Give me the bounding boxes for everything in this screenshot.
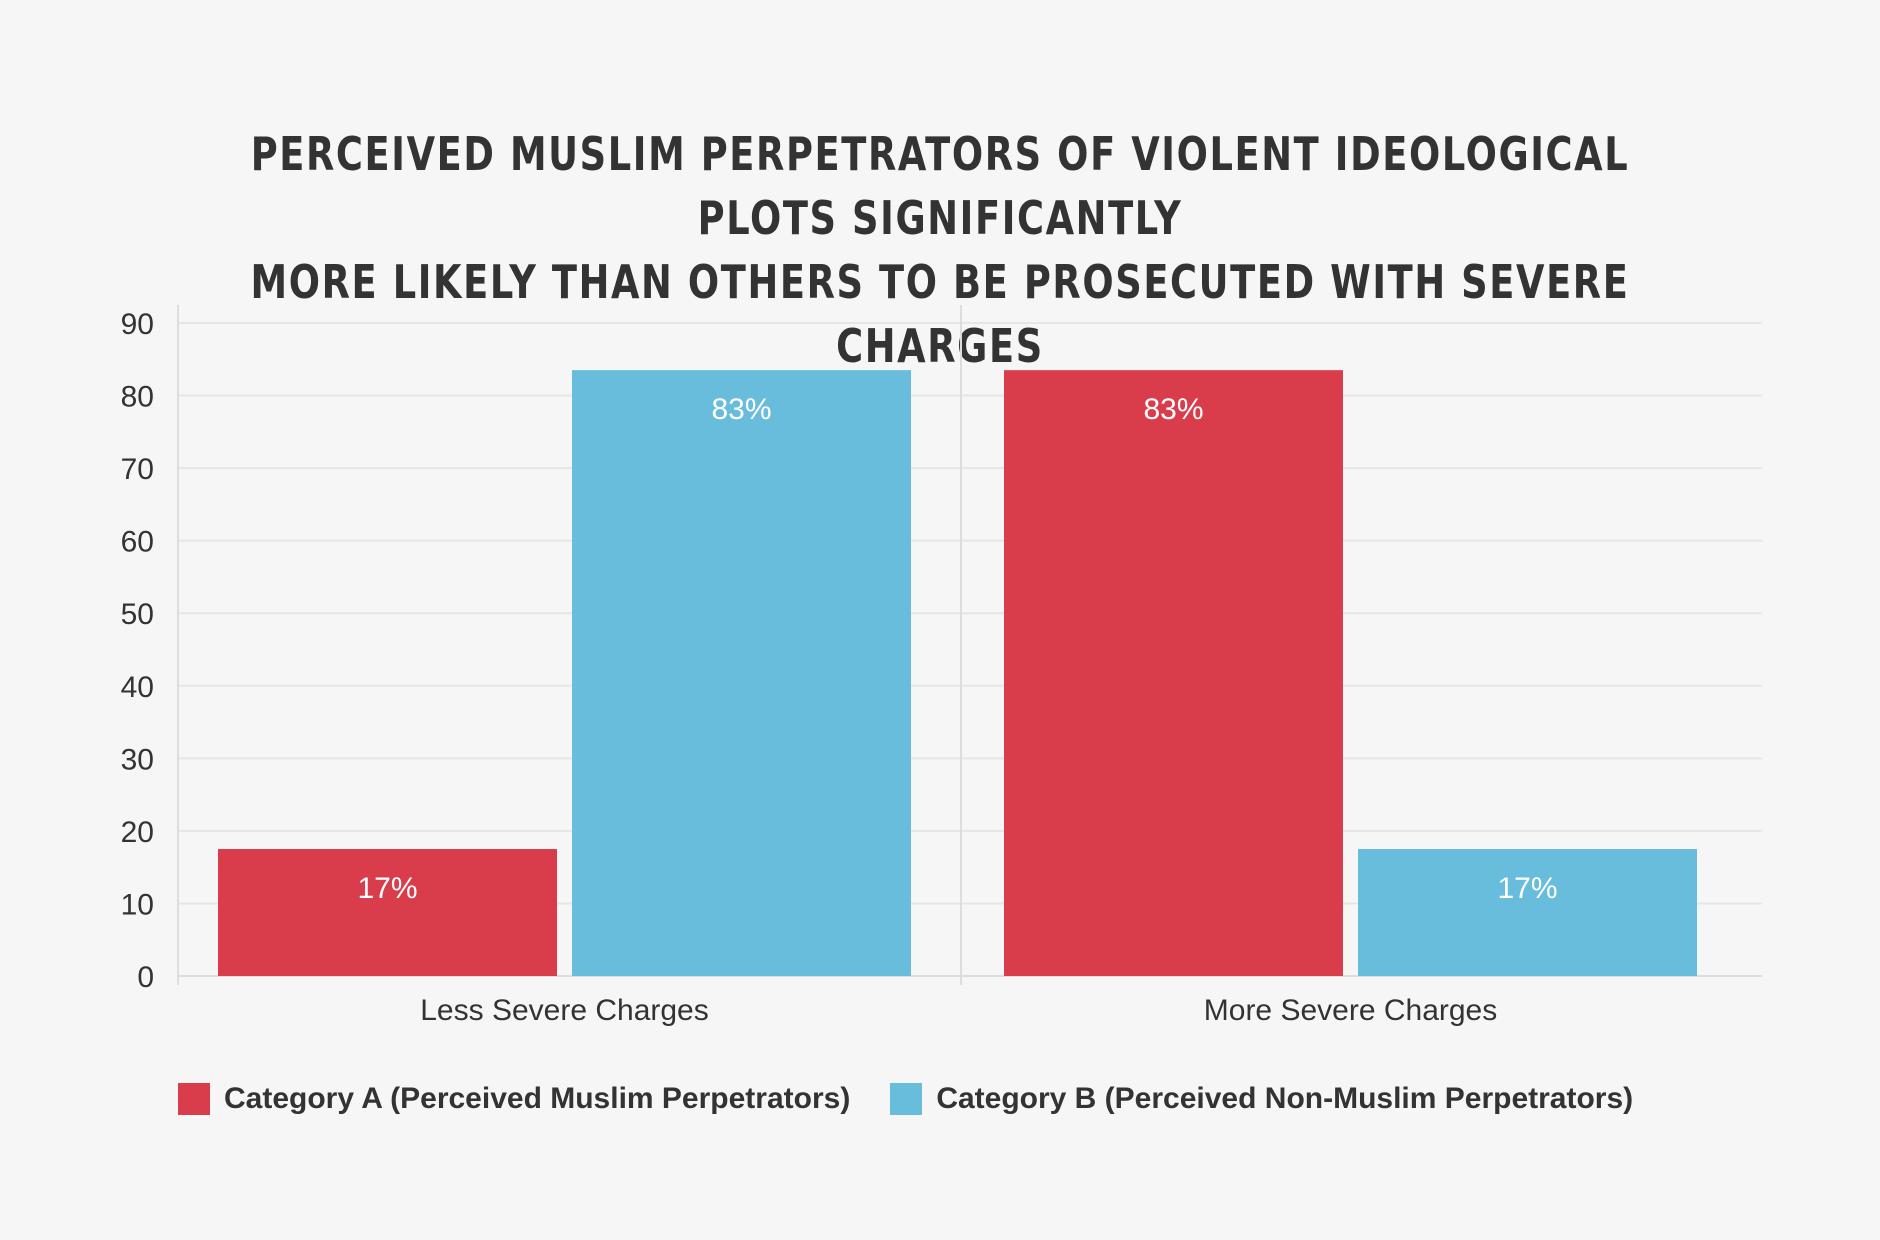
- data-label-category-a-less-severe: 17%: [357, 872, 417, 905]
- chart-title-line-1: PERCEIVED MUSLIM PERPETRATORS OF VIOLENT…: [250, 127, 1630, 245]
- y-tick-label-0: 0: [137, 961, 154, 994]
- y-tick-label-90: 90: [121, 308, 154, 341]
- y-tick-label-60: 60: [121, 526, 154, 559]
- legend-item-category-b[interactable]: Category B (Perceived Non-Muslim Perpetr…: [890, 1082, 1633, 1116]
- data-label-category-b-more-severe: 17%: [1497, 872, 1557, 905]
- y-tick-label-50: 50: [121, 598, 154, 631]
- y-tick-label-40: 40: [121, 671, 154, 704]
- bar-category-a-more-severe: [1004, 370, 1343, 976]
- data-label-category-b-less-severe: 83%: [711, 393, 771, 426]
- bar-category-a-less-severe: [218, 849, 557, 976]
- y-tick-label-80: 80: [121, 381, 154, 414]
- bar-category-b-more-severe: [1358, 849, 1697, 976]
- legend-swatch-category-a: [178, 1083, 210, 1115]
- legend-item-category-a[interactable]: Category A (Perceived Muslim Perpetrator…: [178, 1082, 850, 1116]
- legend-label-category-a: Category A (Perceived Muslim Perpetrator…: [224, 1082, 851, 1115]
- chart-title-line-2: MORE LIKELY THAN OTHERS TO BE PROSECUTED…: [250, 255, 1630, 373]
- x-tick-label-less-severe: Less Severe Charges: [420, 994, 709, 1027]
- legend: Category A (Perceived Muslim Perpetrator…: [178, 1082, 1673, 1116]
- chart-title: PERCEIVED MUSLIM PERPETRATORS OF VIOLENT…: [188, 122, 1692, 378]
- y-tick-label-10: 10: [121, 888, 154, 921]
- legend-swatch-category-b: [890, 1083, 923, 1115]
- bar-category-b-less-severe: [572, 370, 911, 976]
- y-tick-label-20: 20: [121, 816, 154, 849]
- y-tick-label-70: 70: [121, 453, 154, 486]
- legend-label-category-b: Category B (Perceived Non-Muslim Perpetr…: [936, 1082, 1634, 1115]
- x-tick-label-more-severe: More Severe Charges: [1204, 994, 1497, 1027]
- data-label-category-a-more-severe: 83%: [1143, 393, 1203, 426]
- y-tick-label-30: 30: [121, 743, 154, 776]
